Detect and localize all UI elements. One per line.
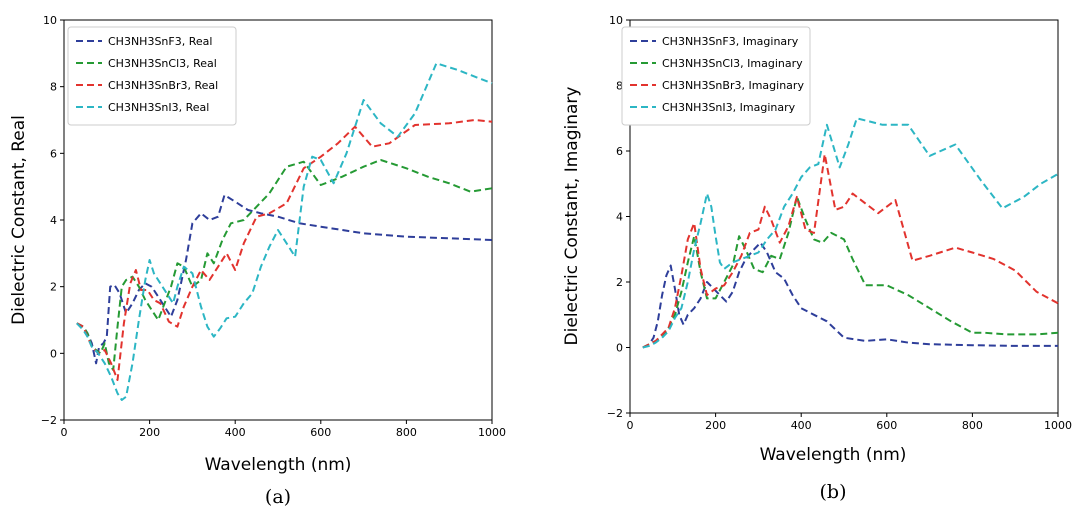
x-tick-label: 0 <box>61 426 68 439</box>
panel-a-x-axis-title: Wavelength (nm) <box>205 455 352 475</box>
y-tick-label: 2 <box>50 281 57 294</box>
x-tick-label: 0 <box>627 419 634 432</box>
y-tick-label: 8 <box>616 80 623 93</box>
series-line-2 <box>642 195 1059 349</box>
series-line-2 <box>76 159 493 371</box>
panel-a: 0 200 400 600 800 1000 −2 0 2 4 6 8 10 CH3NH3SnF3, R… <box>9 14 506 508</box>
x-tick-label: 200 <box>139 426 160 439</box>
legend-label: CH3NH3SnI3, Real <box>108 101 209 114</box>
legend-label: CH3NH3SnF3, Real <box>108 35 212 48</box>
x-tick-label: 1000 <box>1044 419 1072 432</box>
panel-b-legend: CH3NH3SnF3, Imaginary CH3NH3SnCl3, Imagin… <box>621 26 811 126</box>
legend-label: CH3NH3SnI3, Imaginary <box>662 101 796 114</box>
series-line-1 <box>642 241 1058 349</box>
y-tick-label: 4 <box>50 214 57 227</box>
legend-label: CH3NH3SnBr3, Real <box>108 79 218 92</box>
x-tick-label: 600 <box>310 426 331 439</box>
panel-b-ticks: 0 200 400 600 800 1000 −2 0 2 4 6 8 10 <box>607 14 1072 432</box>
series-line-3 <box>642 153 1059 349</box>
series-line-4 <box>76 62 493 401</box>
y-tick-label: −2 <box>607 407 623 420</box>
series-line-3 <box>76 119 493 381</box>
panel-a-series-lines <box>76 62 493 401</box>
y-tick-label: 6 <box>616 145 623 158</box>
legend-label: CH3NH3SnF3, Imaginary <box>662 35 799 48</box>
panel-a-caption: (a) <box>265 486 291 508</box>
y-tick-label: 10 <box>43 14 57 27</box>
x-tick-label: 800 <box>962 419 983 432</box>
y-tick-label: 8 <box>50 81 57 94</box>
legend-box <box>67 26 237 126</box>
series-line-4 <box>642 117 1059 349</box>
legend-label: CH3NH3SnCl3, Real <box>108 57 217 70</box>
x-tick-label: 1000 <box>478 426 506 439</box>
panel-b-series-lines <box>642 117 1059 349</box>
y-tick-label: 0 <box>50 347 57 360</box>
y-tick-label: −2 <box>41 414 57 427</box>
y-tick-label: 10 <box>609 14 623 27</box>
panel-a-y-axis-title: Dielectric Constant, Real <box>9 115 29 325</box>
x-tick-label: 400 <box>225 426 246 439</box>
panel-b: 0 200 400 600 800 1000 −2 0 2 4 6 8 10 CH3NH3SnF3, I… <box>562 14 1072 503</box>
legend-label: CH3NH3SnCl3, Imaginary <box>662 57 803 70</box>
panel-b-x-axis-title: Wavelength (nm) <box>760 445 907 465</box>
panel-a-legend: CH3NH3SnF3, Real CH3NH3SnCl3, Real CH3NH3S… <box>67 26 237 126</box>
y-tick-label: 2 <box>616 276 623 289</box>
y-tick-label: 6 <box>50 147 57 160</box>
x-tick-label: 200 <box>705 419 726 432</box>
panel-a-ticks: 0 200 400 600 800 1000 −2 0 2 4 6 8 10 <box>41 14 506 439</box>
y-tick-label: 4 <box>616 211 623 224</box>
x-tick-label: 600 <box>876 419 897 432</box>
x-tick-label: 400 <box>791 419 812 432</box>
panel-b-caption: (b) <box>820 481 847 503</box>
legend-box <box>621 26 811 126</box>
x-tick-label: 800 <box>396 426 417 439</box>
series-line-1 <box>76 194 493 365</box>
panel-b-y-axis-title: Dielectric Constant, Imaginary <box>562 87 582 346</box>
legend-label: CH3NH3SnBr3, Imaginary <box>662 79 804 92</box>
y-tick-label: 0 <box>616 342 623 355</box>
